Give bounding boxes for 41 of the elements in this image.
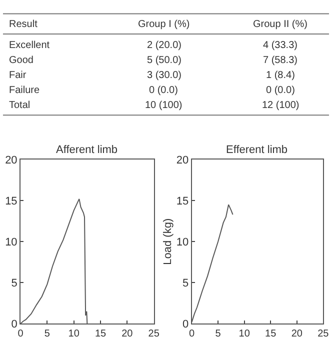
y-tick-label: 0 [182,318,189,331]
y-tick-label: 10 [176,236,189,248]
x-tick-label: 5 [44,328,50,340]
y-tick-label: 20 [176,154,189,166]
x-tick-label: 15 [94,328,107,340]
chart-title: Afferent limb [56,144,118,156]
text: 7 (58.3) [263,55,298,66]
x-tick-label: 10 [238,328,250,340]
text: Result [9,19,38,30]
y-tick-label: 20 [5,154,18,166]
text: 5 (50.0) [147,55,182,66]
y-axis-title: Load (kg) [162,218,174,265]
x-tick-label: 20 [122,328,134,340]
text: 0 (0.0) [149,85,178,96]
x-tick-label: 15 [265,328,277,340]
x-tick-label: 25 [318,328,330,340]
x-tick-label: 5 [215,328,222,340]
text: 12 (100) [262,100,300,111]
text: 1 (8.4) [266,70,295,81]
text: Good [9,55,34,66]
y-tick-label: 5 [11,277,18,290]
text: Fair [9,70,27,81]
chart-title: Efferent limb [226,144,288,156]
y-tick-label: 0 [11,318,18,331]
text: 10 (100) [145,100,182,111]
x-tick-label: 20 [291,328,303,340]
x-tick-label: 25 [148,328,160,340]
text: Total [9,100,30,111]
y-tick-label: 15 [5,195,18,208]
text: Group I (%) [138,19,190,30]
y-tick-label: 15 [176,195,189,208]
text: 4 (33.3) [263,40,298,51]
text: Group II (%) [253,19,308,30]
y-tick-label: 5 [182,277,189,290]
x-tick-label: 10 [68,328,80,340]
y-tick-label: 10 [5,236,18,248]
text: 3 (30.0) [147,70,182,81]
text: 2 (20.0) [147,40,182,51]
text: 0 (0.0) [266,85,295,96]
text: Failure [9,85,40,96]
text: Excellent [9,40,50,51]
